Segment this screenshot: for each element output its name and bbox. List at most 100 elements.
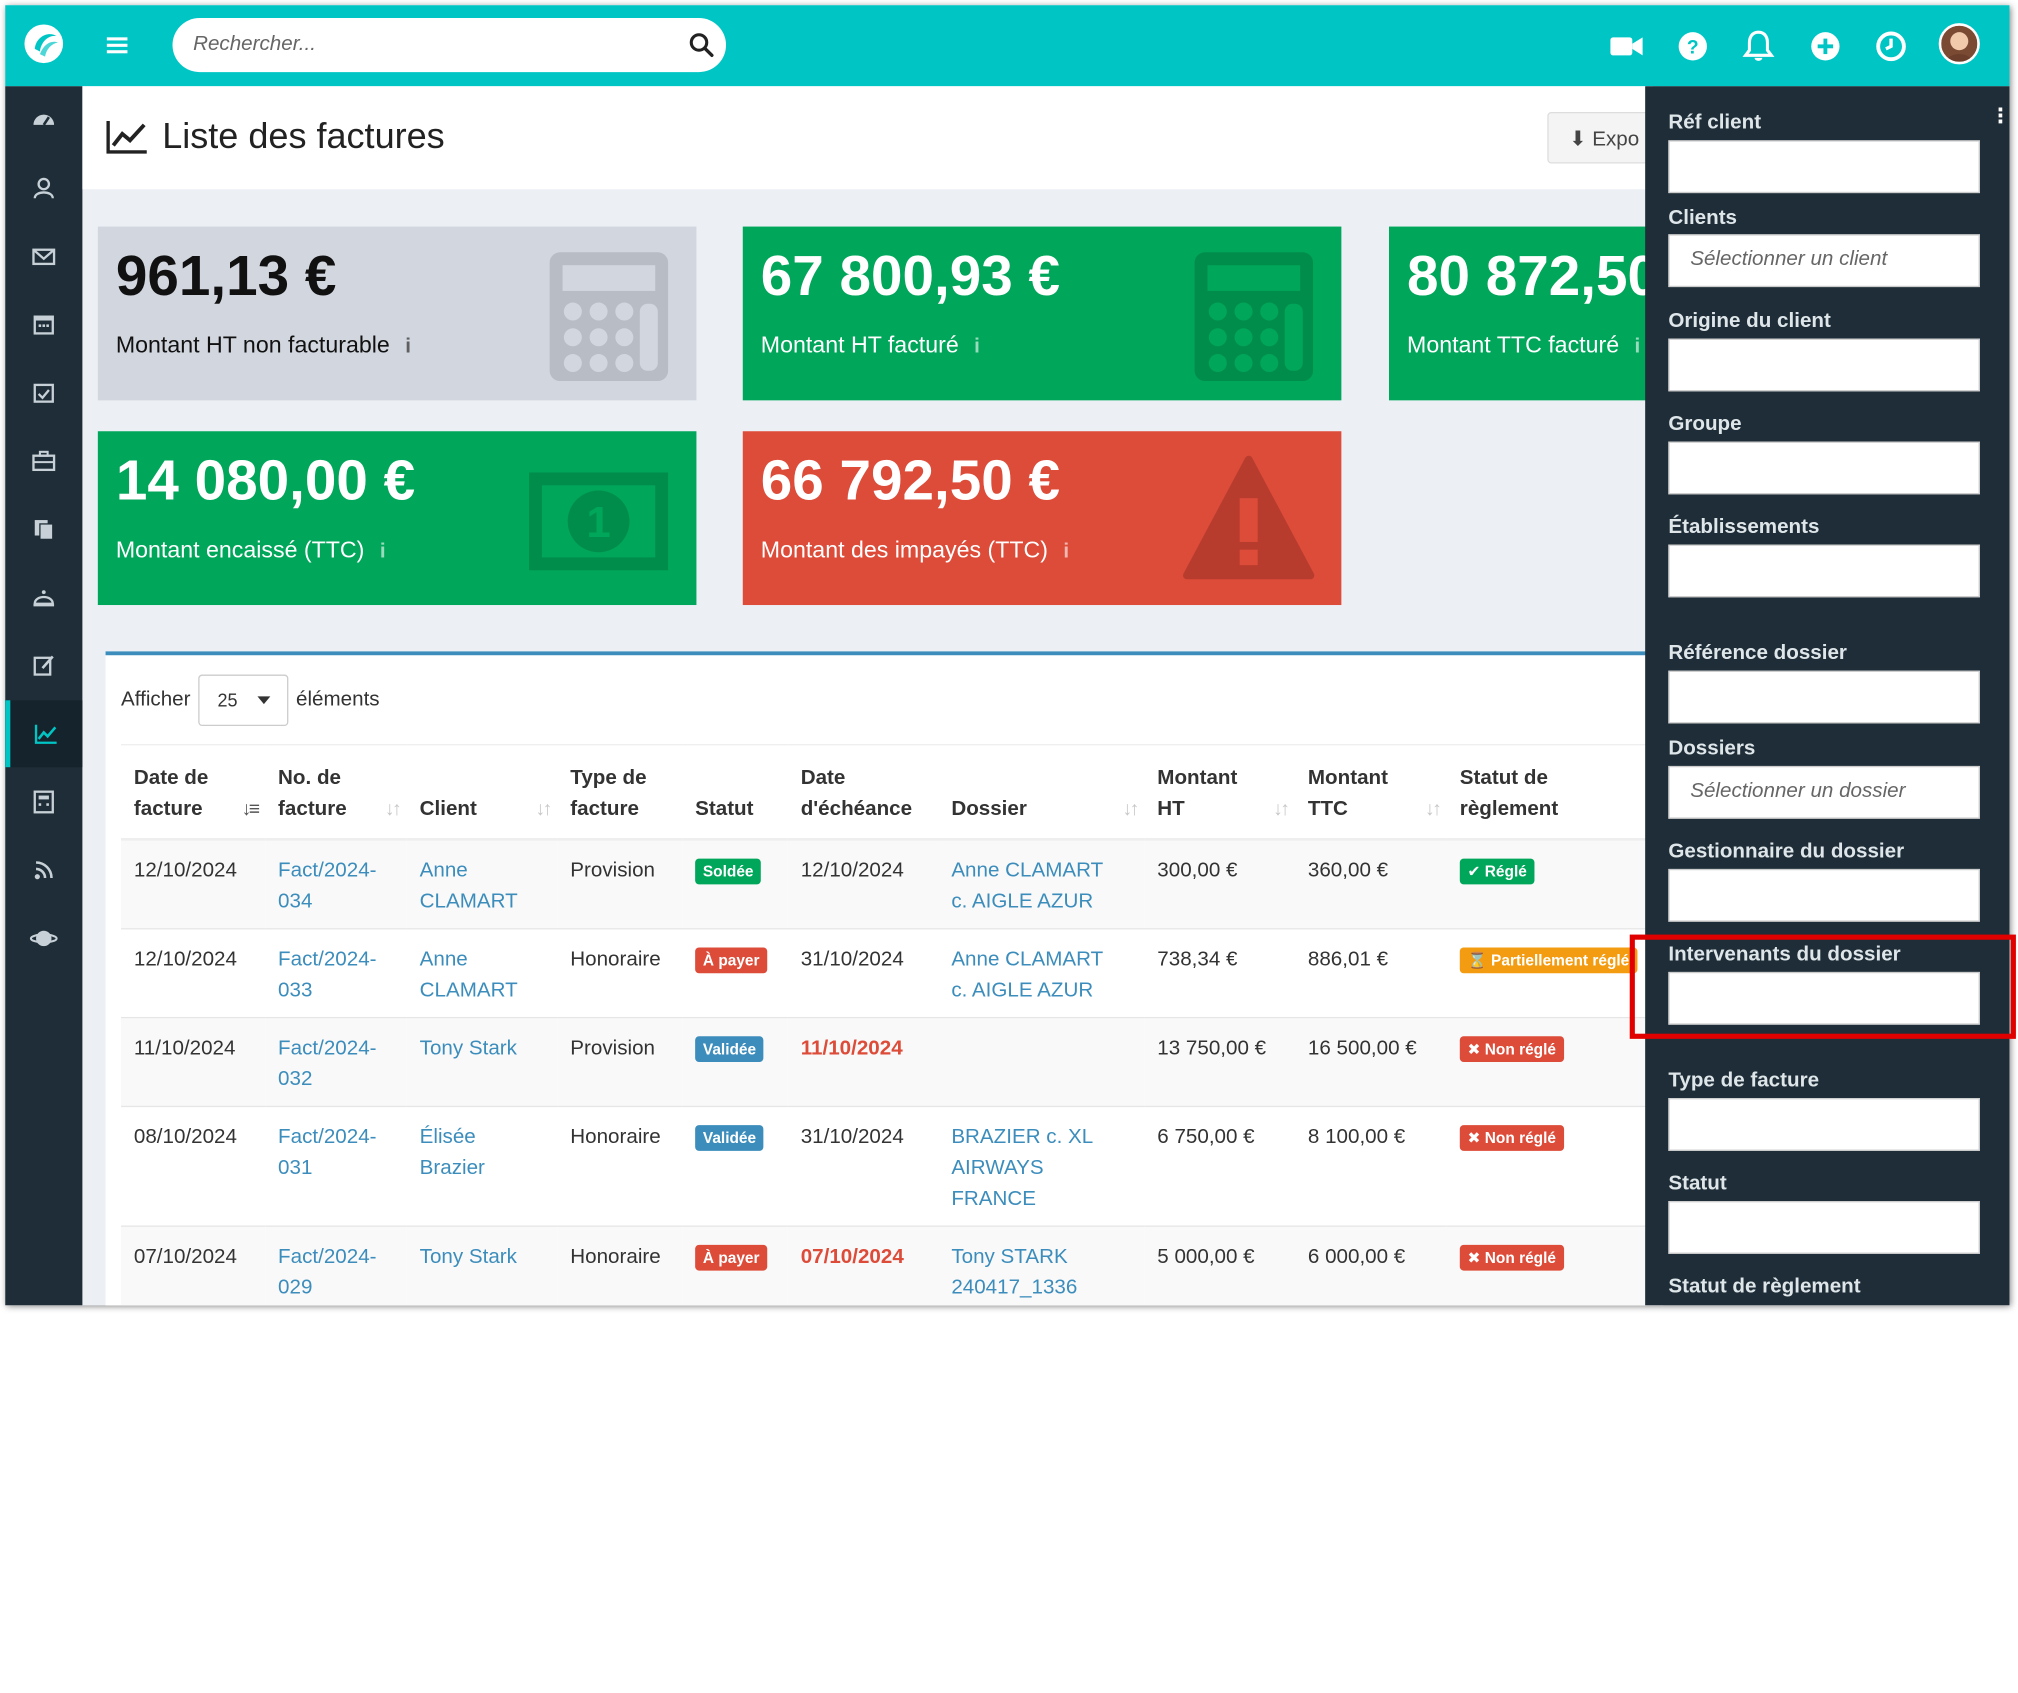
col-header-dossier[interactable]: Dossier ↓↑ — [938, 744, 1145, 841]
app-window: ? — [5, 5, 2010, 1306]
cell-statut: Soldée — [682, 838, 788, 929]
info-icon[interactable]: i — [405, 335, 411, 358]
clock-icon[interactable] — [1872, 27, 1911, 66]
info-icon[interactable]: i — [1634, 335, 1641, 358]
sort-desc-icon: ↓≡ — [241, 798, 260, 821]
status-badge: Validée — [695, 1125, 764, 1151]
filter-input-ref-client[interactable] — [1668, 140, 1980, 194]
service-bell-icon — [33, 590, 55, 607]
col-header-statut: Statut — [682, 744, 788, 841]
invoice-number-link[interactable]: Fact/2024- 029 — [265, 1225, 407, 1306]
col-header-date-facture[interactable]: Date de facture ↓≡ — [121, 744, 266, 841]
table-row: 07/10/2024 Fact/2024- 029 Tony Stark Hono… — [121, 1225, 1653, 1306]
col-header-montant-ht[interactable]: Montant HT ↓↑ — [1144, 744, 1296, 841]
briefcase-icon — [32, 450, 56, 472]
invoice-number-link[interactable]: Fact/2024- 031 — [265, 1105, 407, 1227]
sidebar-item-calendar[interactable] — [5, 291, 82, 358]
sidebar-item-mail[interactable] — [5, 223, 82, 290]
cell-echeance: 12/10/2024 — [787, 838, 939, 929]
client-link[interactable]: Élisée Brazier — [406, 1105, 558, 1227]
info-icon[interactable]: i — [974, 335, 980, 358]
client-link[interactable]: Tony Stark — [406, 1016, 558, 1107]
export-label: Expo — [1592, 128, 1640, 151]
filter-input-origine-client[interactable] — [1668, 338, 1980, 392]
payment-status-badge: ✔ Réglé — [1459, 858, 1535, 885]
invoice-number-link[interactable]: Fact/2024- 034 — [265, 838, 407, 929]
filter-label-gestionnaire: Gestionnaire du dossier — [1668, 840, 1905, 863]
video-camera-icon[interactable] — [1608, 27, 1647, 66]
dossier-link[interactable]: Anne CLAMART c. AIGLE AZUR — [938, 838, 1145, 929]
filter-input-statut[interactable] — [1668, 1201, 1980, 1254]
stat-label: Montant encaissé (TTC) i — [115, 536, 386, 563]
filter-input-etablissements[interactable] — [1668, 544, 1980, 598]
sidebar-item-cases[interactable] — [5, 427, 82, 494]
cell-echeance: 31/10/2024 — [787, 1105, 939, 1227]
svg-text:1: 1 — [586, 498, 610, 547]
col-header-montant-ttc[interactable]: Montant TTC ↓↑ — [1295, 744, 1447, 841]
user-avatar[interactable] — [1938, 23, 1980, 65]
page-length-select[interactable]: 25 — [198, 674, 289, 727]
info-icon[interactable]: i — [1063, 540, 1070, 563]
col-header-no-facture[interactable]: No. de facture ↓↑ — [265, 744, 407, 841]
info-icon[interactable]: i — [379, 540, 386, 563]
dossier-link[interactable]: BRAZIER c. XL AIRWAYS FRANCE — [938, 1105, 1145, 1227]
sidebar-item-invoices[interactable] — [5, 700, 83, 768]
client-link[interactable]: Anne CLAMART — [406, 838, 558, 929]
calendar-icon — [33, 315, 54, 335]
col-header-client[interactable]: Client ↓↑ — [406, 744, 558, 841]
cell-reglement: ✖ Non réglé — [1446, 1016, 1653, 1107]
filter-input-intervenants[interactable] — [1668, 971, 1980, 1025]
plus-circle-icon[interactable] — [1806, 27, 1845, 66]
stat-card-ht-non-facturable: 961,13 € Montant HT non facturable i — [97, 226, 697, 401]
payment-status-badge: ✖ Non réglé — [1459, 1036, 1564, 1063]
filter-select-clients[interactable]: Sélectionner un client — [1668, 234, 1980, 288]
user-portrait-icon — [1941, 25, 1978, 62]
sidebar-item-edit[interactable] — [5, 632, 82, 699]
search-icon[interactable] — [687, 31, 715, 59]
filter-select-dossiers[interactable]: Sélectionner un dossier — [1668, 765, 1980, 819]
stat-amount: 67 800,93 € — [760, 244, 1061, 308]
sidebar-item-reception[interactable] — [5, 564, 82, 631]
filter-input-reference-dossier[interactable] — [1668, 670, 1980, 724]
sidebar-item-feed[interactable] — [5, 837, 82, 904]
filter-input-groupe[interactable] — [1668, 441, 1980, 495]
sidebar-item-tasks[interactable] — [5, 359, 82, 426]
payment-status-badge: ✖ Non réglé — [1459, 1244, 1564, 1271]
svg-text:?: ? — [1687, 37, 1699, 58]
help-icon[interactable]: ? — [1673, 27, 1712, 66]
documents-icon — [34, 520, 54, 541]
sidebar-item-accounting[interactable] — [5, 769, 82, 836]
download-icon: ⬇ — [1569, 128, 1587, 151]
filter-label-type-facture: Type de facture — [1668, 1069, 1820, 1092]
cell-type: Honoraire — [557, 928, 683, 1018]
dossier-link[interactable]: Anne CLAMART c. AIGLE AZUR — [938, 928, 1145, 1018]
dossier-link[interactable]: Tony STARK 240417_1336 — [938, 1225, 1145, 1306]
sidebar-item-support[interactable] — [5, 905, 82, 972]
rss-icon — [34, 861, 53, 880]
cell-type: Provision — [557, 1016, 683, 1107]
search-input[interactable] — [193, 28, 670, 62]
app-logo-icon[interactable] — [23, 23, 64, 64]
sidebar-item-dashboard[interactable] — [5, 86, 82, 153]
menu-toggle-icon[interactable] — [103, 31, 131, 59]
chevron-down-icon — [256, 696, 270, 705]
filter-label-origine-client: Origine du client — [1668, 310, 1831, 333]
bell-icon[interactable] — [1739, 27, 1778, 66]
client-link[interactable]: Anne CLAMART — [406, 928, 558, 1018]
table-row: 12/10/2024 Fact/2024- 034 Anne CLAMART Pro… — [121, 838, 1653, 929]
sidebar-item-documents[interactable] — [5, 496, 82, 563]
filter-label-statut-reglement: Statut de règlement — [1668, 1275, 1861, 1298]
chart-line-icon — [106, 121, 147, 154]
panel-options-icon[interactable]: ⋮ — [1990, 105, 2010, 128]
invoice-number-link[interactable]: Fact/2024- 032 — [265, 1016, 407, 1107]
filter-input-type-facture[interactable] — [1668, 1098, 1980, 1151]
stat-amount: 80 872,50 — [1407, 244, 1660, 308]
sidebar-item-contacts[interactable] — [5, 154, 82, 221]
invoice-number-link[interactable]: Fact/2024- 033 — [265, 928, 407, 1018]
stat-card-impayes: 66 792,50 € Montant des impayés (TTC) i — [742, 431, 1342, 606]
client-link[interactable]: Tony Stark — [406, 1225, 558, 1306]
filter-panel: Réf client Clients Sélectionner un clien… — [1645, 86, 2010, 1306]
cell-type: Honoraire — [557, 1105, 683, 1227]
filter-input-gestionnaire[interactable] — [1668, 868, 1980, 922]
stat-label: Montant HT non facturable i — [115, 332, 411, 358]
